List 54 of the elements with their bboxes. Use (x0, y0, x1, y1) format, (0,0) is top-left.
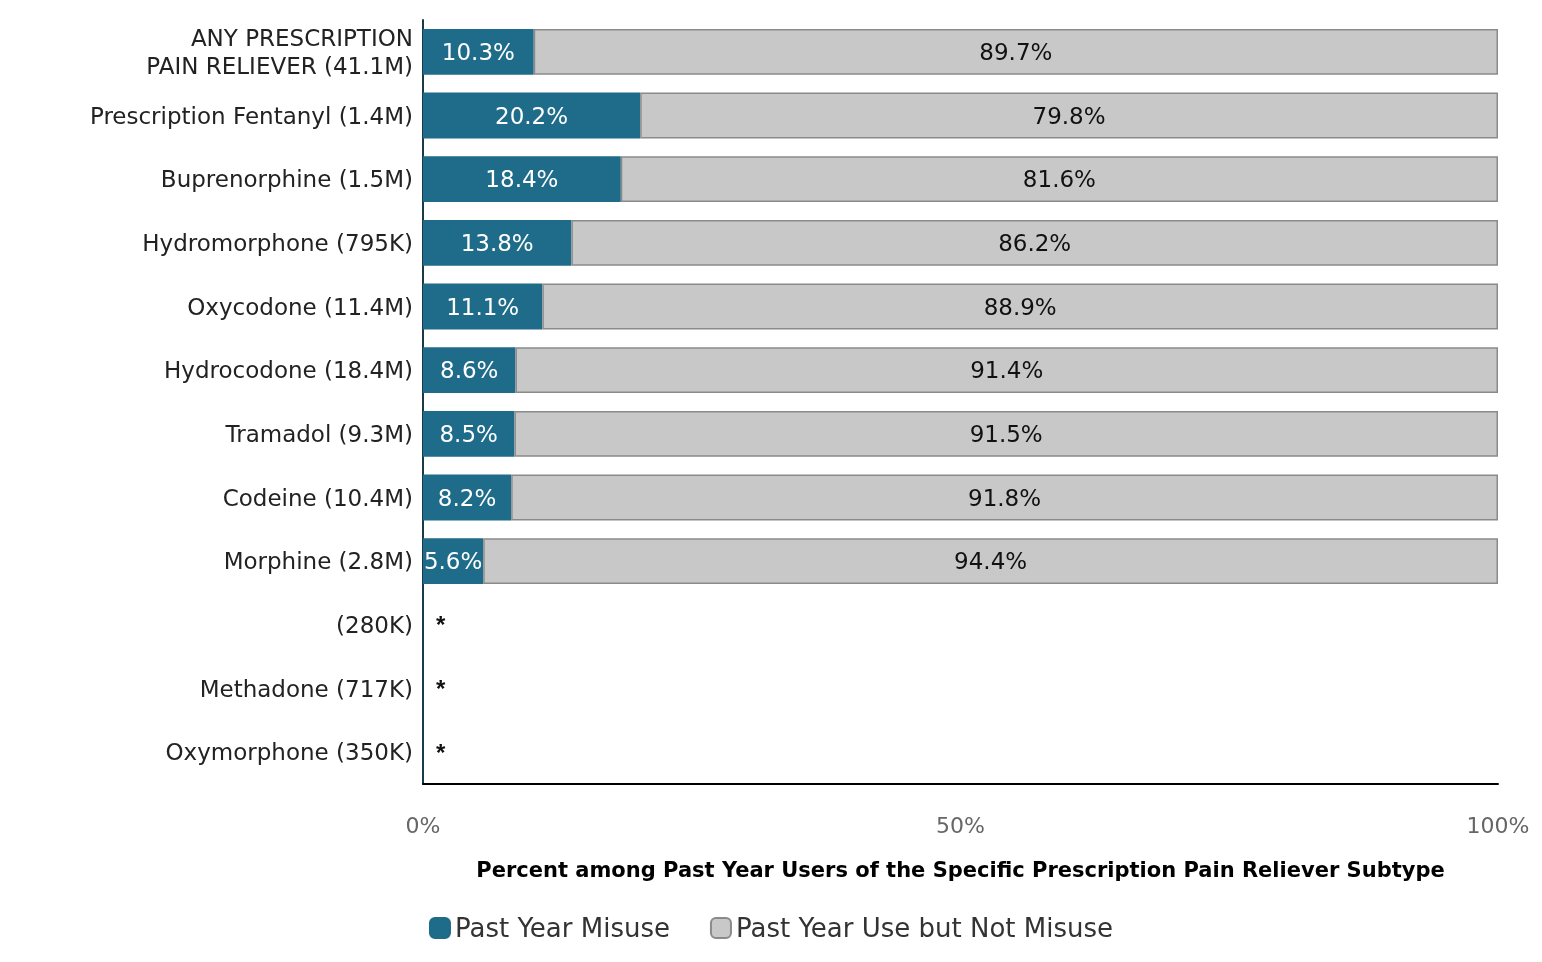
bar (511, 474, 1498, 521)
data-label: 81.6% (1022, 166, 1096, 193)
y-tick-label: Buprenorphine (1.5M) (160, 166, 413, 193)
data-label: 94.4% (954, 548, 1028, 575)
bar (423, 283, 543, 330)
legend-label: Past Year Misuse (454, 913, 670, 943)
y-tick-label: Hydromorphone (795K) (142, 229, 413, 256)
bar (533, 28, 1498, 75)
data-label: 79.8% (1032, 102, 1106, 129)
y-tick-label: ANY PRESCRIPTION PAIN RELIEVER (41.1M) (146, 24, 413, 79)
data-label: 8.5% (439, 420, 498, 447)
x-tick-label: 100% (1466, 812, 1530, 838)
data-label: 5.6% (423, 548, 483, 575)
data-label: 88.9% (983, 293, 1057, 320)
bar (423, 28, 534, 75)
bar (423, 156, 621, 203)
bar (423, 92, 641, 139)
bar (620, 156, 1498, 203)
y-tick-label: Hydrocodone (18.4M) (164, 357, 413, 384)
y-tick-label: Codeine (10.4M) (222, 484, 413, 511)
bar (571, 219, 1498, 266)
data-label: 10.3% (441, 38, 515, 65)
data-label: 86.2% (998, 229, 1072, 256)
data-label: 8.2% (437, 484, 497, 511)
bar (515, 347, 1498, 394)
x-tick-label: 50% (936, 812, 985, 838)
x-tick-label: 0% (405, 812, 441, 838)
y-tick-label: Oxycodone (11.4M) (187, 293, 413, 320)
data-label: 8.6% (440, 357, 499, 384)
text: * (436, 611, 446, 639)
y-tick-label: Tramadol (9.3M) (224, 420, 413, 447)
y-tick-label: (280K) (336, 611, 413, 638)
bar (483, 538, 1498, 585)
bar (542, 283, 1498, 330)
bar (423, 219, 572, 266)
bar (514, 410, 1498, 457)
data-label: 91.4% (970, 357, 1044, 384)
y-tick-label: Methadone (717K) (199, 675, 413, 702)
legend-label: Past Year Use but Not Misuse (735, 913, 1114, 943)
data-label: 18.4% (485, 166, 559, 193)
bar (423, 410, 515, 457)
y-tick-label: Morphine (2.8M) (223, 548, 413, 575)
data-label: 89.7% (979, 38, 1053, 65)
data-label: 91.5% (969, 420, 1043, 447)
bar (640, 92, 1498, 139)
y-tick-label: Oxymorphone (350K) (165, 739, 413, 766)
data-label: 11.1% (446, 293, 520, 320)
y-tick-label: Prescription Fentanyl (1.4M) (89, 102, 413, 129)
data-label: 91.8% (968, 484, 1042, 511)
text: * (436, 738, 446, 766)
data-label: 20.2% (495, 102, 569, 129)
x-axis-title: Percent among Past Year Users of the Specific Prescription Pain Reliever Subtype (476, 857, 1445, 882)
text: * (436, 675, 446, 702)
data-label: 13.8% (460, 229, 534, 256)
